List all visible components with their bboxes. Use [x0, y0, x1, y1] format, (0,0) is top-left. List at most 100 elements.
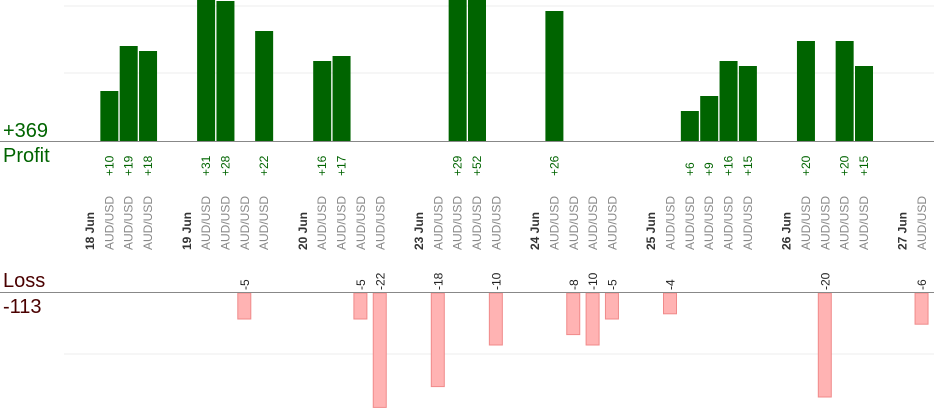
loss-value-label: -6	[915, 279, 929, 290]
pair-label: AUD/USD	[489, 196, 503, 250]
profit-value-label: +29	[451, 155, 465, 176]
profit-value-label: +15	[741, 155, 755, 176]
profit-label: Profit	[3, 145, 50, 167]
profit-bar	[332, 56, 351, 141]
profit-bar	[216, 1, 235, 141]
loss-bar	[488, 292, 503, 346]
date-label: 24 Jun	[528, 212, 542, 250]
date-label: 20 Jun	[296, 212, 310, 250]
loss-bar	[430, 292, 445, 388]
pair-label: AUD/USD	[586, 196, 600, 250]
pair-label: AUD/USD	[335, 196, 349, 250]
profit-value-label: +19	[122, 155, 136, 176]
pair-label: AUD/USD	[257, 196, 271, 250]
profit-value-label: +22	[257, 155, 271, 176]
profit-value-label: +6	[683, 162, 697, 176]
profit-value-label: +20	[838, 155, 852, 176]
profit-value-label: +28	[218, 155, 232, 176]
profit-bar	[197, 0, 216, 141]
pair-label: AUD/USD	[451, 196, 465, 250]
profit-value-label: +15	[857, 155, 871, 176]
pair-label: AUD/USD	[141, 196, 155, 250]
loss-bar	[663, 292, 677, 315]
profit-total: +369	[3, 120, 49, 142]
loss-bar	[914, 292, 929, 325]
loss-value-label: -5	[605, 279, 619, 290]
loss-value-label: -5	[238, 279, 252, 290]
pair-label: AUD/USD	[373, 196, 387, 250]
date-label: 25 Jun	[644, 212, 658, 250]
loss-bar	[237, 292, 252, 320]
profit-bar	[835, 41, 854, 141]
pair-label: AUD/USD	[354, 196, 368, 250]
bar-labels: 18 Jun AUD/USD +10 AUD/USD +19 AUD/USD +18 19 J…	[83, 155, 929, 290]
date-label: 23 Jun	[412, 212, 426, 250]
loss-value-label: -18	[431, 272, 445, 290]
profit-bar	[545, 11, 564, 141]
loss-value-label: -10	[489, 272, 503, 290]
profit-value-label: +16	[315, 155, 329, 176]
pair-label: AUD/USD	[567, 196, 581, 250]
pair-label: AUD/USD	[818, 196, 832, 250]
pair-label: AUD/USD	[431, 196, 445, 250]
profit-value-label: +17	[335, 155, 349, 176]
profit-bar	[719, 61, 738, 141]
pair-label: AUD/USD	[915, 196, 929, 250]
date-label: 19 Jun	[180, 212, 194, 250]
loss-value-label: -8	[567, 279, 581, 290]
profit-bar	[139, 51, 158, 141]
loss-bar	[372, 292, 387, 408]
pair-label: AUD/USD	[102, 196, 116, 250]
pair-label: AUD/USD	[470, 196, 484, 250]
date-label: 27 Jun	[896, 212, 910, 250]
pair-label: AUD/USD	[683, 196, 697, 250]
loss-value-label: -5	[354, 279, 368, 290]
profit-value-label: +31	[199, 155, 213, 176]
profit-bar	[738, 66, 757, 141]
loss-bars	[237, 292, 929, 408]
profit-bar	[255, 31, 274, 141]
profit-bar	[700, 96, 719, 141]
loss-bar	[353, 292, 368, 320]
pair-label: AUD/USD	[741, 196, 755, 250]
loss-bar	[566, 292, 581, 336]
profit-bar	[796, 41, 815, 141]
profit-bar	[100, 91, 119, 141]
pair-label: AUD/USD	[218, 196, 232, 250]
pair-label: AUD/USD	[702, 196, 716, 250]
loss-label: Loss	[3, 270, 46, 292]
pair-label: AUD/USD	[199, 196, 213, 250]
profit-bar	[313, 61, 332, 141]
pair-label: AUD/USD	[799, 196, 813, 250]
pair-label: AUD/USD	[605, 196, 619, 250]
date-label: 26 Jun	[780, 212, 794, 250]
pair-label: AUD/USD	[315, 196, 329, 250]
loss-value-label: -22	[373, 272, 387, 290]
profit-value-label: +16	[722, 155, 736, 176]
date-label: 18 Jun	[83, 212, 97, 250]
profit-value-label: +18	[141, 155, 155, 176]
pair-label: AUD/USD	[238, 196, 252, 250]
profit-bar	[855, 66, 873, 141]
loss-bar	[604, 292, 619, 320]
loss-value-label: -10	[586, 272, 600, 290]
loss-value-label: -4	[664, 279, 678, 290]
profit-bars	[100, 0, 873, 141]
profit-bar	[468, 0, 486, 141]
profit-bar	[448, 0, 467, 141]
loss-total: -113	[3, 296, 42, 318]
pair-label: AUD/USD	[722, 196, 736, 250]
loss-bar	[585, 292, 600, 346]
profit-value-label: +20	[799, 155, 813, 176]
profit-value-label: +52	[470, 155, 484, 176]
profit-value-label: +26	[547, 155, 561, 176]
pair-label: AUD/USD	[122, 196, 136, 250]
pair-label: AUD/USD	[857, 196, 871, 250]
loss-value-label: -20	[818, 272, 832, 290]
profit-value-label: +10	[102, 155, 116, 176]
profit-bar	[680, 111, 699, 141]
pair-label: AUD/USD	[664, 196, 678, 250]
loss-bar	[817, 292, 832, 398]
profit-bar	[119, 46, 138, 141]
